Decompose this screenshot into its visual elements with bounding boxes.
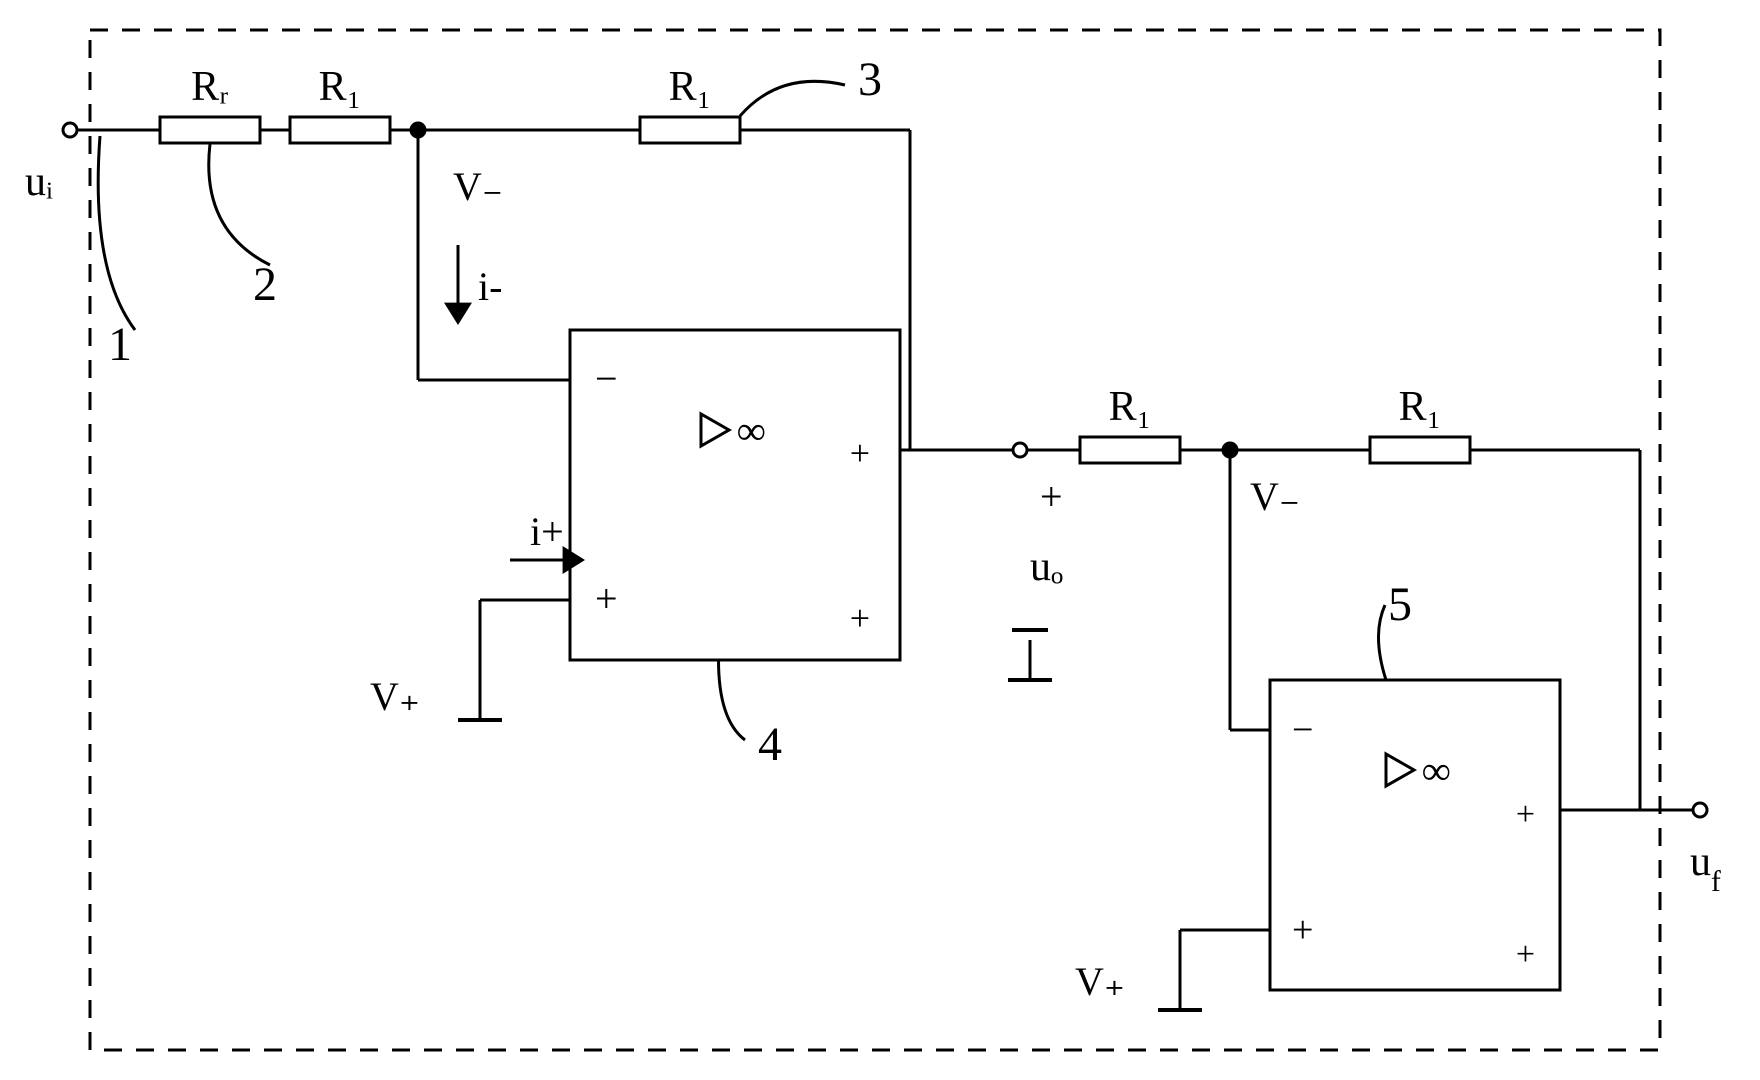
- svg-text:V₊: V₊: [370, 674, 420, 719]
- svg-text:V₋: V₋: [453, 164, 503, 209]
- svg-text:+: +: [1292, 909, 1313, 951]
- svg-text:i-: i-: [478, 264, 502, 309]
- svg-text:R₁: R₁: [669, 64, 712, 110]
- svg-text:+: +: [1040, 474, 1063, 519]
- svg-text:+: +: [1516, 796, 1535, 833]
- svg-text:+: +: [850, 598, 870, 638]
- svg-text:2: 2: [253, 258, 277, 311]
- svg-text:5: 5: [1388, 578, 1412, 631]
- svg-text:uₒ: uₒ: [1030, 544, 1063, 590]
- svg-text:+: +: [850, 433, 870, 473]
- svg-text:1: 1: [108, 318, 132, 371]
- svg-text:∞: ∞: [1422, 748, 1451, 793]
- svg-text:−: −: [1292, 709, 1313, 751]
- svg-text:3: 3: [858, 53, 882, 106]
- svg-text:Rᵣ: Rᵣ: [191, 64, 229, 110]
- svg-text:+: +: [595, 576, 618, 621]
- svg-text:R₁: R₁: [1399, 384, 1442, 430]
- svg-text:∞: ∞: [737, 408, 766, 453]
- svg-text:+: +: [1516, 936, 1535, 973]
- svg-text:uᵢ: uᵢ: [25, 159, 53, 205]
- svg-text:uf: uf: [1690, 839, 1721, 898]
- svg-text:R₁: R₁: [319, 64, 362, 110]
- svg-text:V₊: V₊: [1075, 959, 1125, 1004]
- svg-text:4: 4: [758, 718, 782, 771]
- svg-text:i+: i+: [530, 509, 564, 554]
- svg-text:−: −: [595, 356, 618, 401]
- svg-text:R₁: R₁: [1109, 384, 1152, 430]
- svg-text:V₋: V₋: [1250, 474, 1300, 519]
